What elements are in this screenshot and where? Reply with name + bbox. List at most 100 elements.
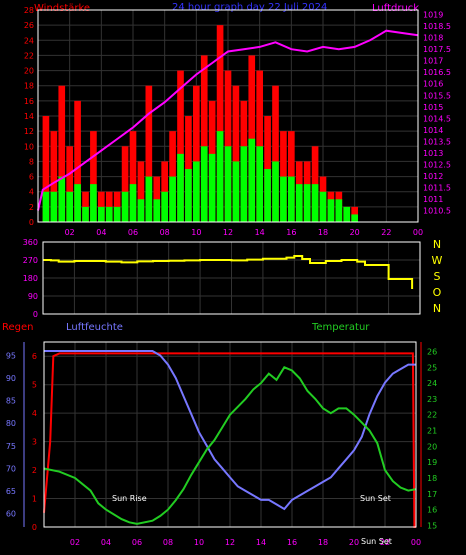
wind-bar	[200, 146, 208, 222]
wind-bar	[82, 206, 89, 222]
x-tick-label: 00	[413, 228, 423, 237]
compass-label: N	[433, 302, 441, 315]
left-tick-label: 22	[24, 51, 34, 60]
x-tick-label: 22	[380, 538, 390, 547]
wind-bar	[153, 199, 161, 222]
left-axis-label: Windstärke	[34, 3, 90, 14]
right-tick-label: 1013.5	[423, 137, 451, 146]
wind-bars	[42, 25, 358, 223]
right-tick-label: 1012	[423, 172, 443, 181]
gust-bar	[121, 146, 129, 222]
humidity-tick-label: 95	[6, 352, 16, 361]
wind-bar	[58, 176, 66, 222]
x-tick-label: 08	[163, 538, 173, 547]
wind-bar	[193, 161, 200, 222]
rain-tick-label: 4	[32, 409, 37, 418]
left-tick-label: 2	[29, 203, 34, 212]
wind-bar	[351, 214, 358, 222]
left-tick-label: 0	[29, 218, 34, 227]
right-tick-label: 1019	[423, 11, 443, 20]
rain-humidity-temperature-chart: Regen Luftfeuchte Temperatur 60657075808…	[2, 322, 437, 547]
x-tick-label: 06	[132, 538, 142, 547]
wind-bar	[105, 206, 113, 222]
left-tick-label: 180	[23, 274, 38, 283]
wind-bar	[74, 184, 81, 222]
gust-bar	[216, 25, 224, 223]
wind-bar	[177, 153, 184, 222]
temperature-tick-label: 26	[427, 347, 437, 356]
x-tick-label: 12	[223, 228, 233, 237]
left-tick-label: 20	[24, 67, 34, 76]
humidity-tick-label: 65	[6, 487, 16, 496]
rain-line	[43, 352, 416, 528]
pressure-line-path	[37, 29, 419, 211]
temperature-line	[43, 366, 417, 525]
rain-tick-label: 0	[32, 523, 37, 532]
gust-bar	[193, 85, 200, 222]
gust-bar	[50, 131, 58, 222]
right-tick-label: 1011	[423, 195, 443, 204]
wind-bar	[288, 176, 295, 222]
wind-bar	[42, 191, 50, 222]
chart-title: 24 hour graph day 22 Juli 2024	[172, 2, 327, 13]
wind-bar	[169, 176, 176, 222]
right-tick-label: 1018	[423, 34, 443, 43]
compass-label: O	[433, 286, 442, 299]
right-tick-label: 1016	[423, 80, 443, 89]
left-tick-label: 16	[24, 97, 34, 106]
compass-label: W	[432, 254, 443, 267]
temperature-tick-label: 16	[427, 506, 437, 515]
gust-bar	[256, 70, 263, 222]
x-tick-labels: 02 04 06 08 10 12 14 16 18 20 22 00	[70, 538, 421, 547]
left-tick-label: 12	[24, 127, 34, 136]
wind-bar	[335, 199, 343, 222]
wind-bar	[272, 161, 279, 222]
wind-bar	[319, 191, 327, 222]
gust-bar	[42, 116, 50, 222]
gust-bar	[153, 176, 161, 222]
x-tick-label: 06	[128, 228, 138, 237]
temperature-tick-label: 20	[427, 442, 437, 451]
left-tick-label: 6	[29, 173, 34, 182]
right-tick-label: 1013	[423, 149, 443, 158]
series-lines	[43, 350, 417, 528]
x-tick-label: 20	[350, 228, 360, 237]
wind-bar	[256, 146, 263, 222]
temperature-tick-labels: 15 16 17 18 19 20 21 22 23 24 25 26	[427, 347, 437, 530]
gust-bar	[74, 100, 81, 222]
right-tick-label: 1018.5	[423, 22, 451, 31]
temperature-tick-label: 22	[427, 411, 437, 420]
right-tick-labels: 1010.5 1011 1011.5 1012 1012.5 1013 1013.5 1014…	[423, 11, 451, 216]
gust-bar	[232, 85, 240, 222]
right-tick-label: 1011.5	[423, 183, 451, 192]
rain-tick-labels: 0 1 2 3 4 5 6	[32, 352, 37, 532]
right-tick-label: 1010.5	[423, 206, 451, 215]
x-tick-label: 14	[256, 538, 266, 547]
left-tick-label: 4	[29, 188, 34, 197]
x-tick-label: 02	[70, 538, 80, 547]
left-tick-label: 270	[23, 256, 38, 265]
right-tick-label: 1016.5	[423, 68, 451, 77]
humidity-tick-label: 90	[6, 374, 16, 383]
wind-pressure-chart: Windstärke 24 hour graph day 22 Juli 202…	[24, 2, 451, 237]
left-tick-label: 18	[24, 82, 34, 91]
wind-bar	[327, 199, 335, 222]
wind-bar	[137, 199, 145, 222]
x-tick-label: 16	[286, 228, 296, 237]
right-tick-label: 1014	[423, 126, 443, 135]
compass-label: N	[433, 238, 441, 251]
gust-bar	[200, 55, 208, 222]
humidity-line	[44, 350, 416, 511]
x-tick-label: 08	[160, 228, 170, 237]
right-axis-label: Luftdruck	[372, 3, 419, 14]
wind-bar	[295, 184, 303, 222]
wind-bar	[303, 184, 311, 222]
sunrise-annotation: Sun Rise	[112, 494, 147, 503]
gust-bar	[66, 146, 73, 222]
left-tick-label: 26	[24, 21, 34, 30]
right-tick-label: 1014.5	[423, 114, 451, 123]
wind-bar	[208, 153, 216, 222]
left-tick-label: 28	[24, 6, 34, 15]
left-tick-label: 8	[29, 157, 34, 166]
